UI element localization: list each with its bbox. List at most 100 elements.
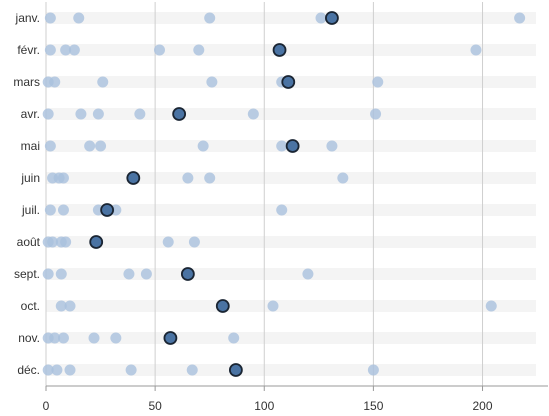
- background-dot: [182, 172, 194, 184]
- row-band: [46, 300, 536, 312]
- row-band: [46, 268, 536, 280]
- x-tick-label: 200: [473, 399, 493, 413]
- background-dot: [88, 332, 100, 344]
- highlight-dot: [272, 43, 287, 57]
- row-band: [46, 44, 536, 56]
- highlight-dot: [172, 107, 187, 121]
- background-dot: [97, 76, 109, 88]
- highlight-dot: [281, 75, 296, 89]
- background-dot: [57, 332, 69, 344]
- background-dot: [267, 300, 279, 312]
- background-dot: [44, 140, 56, 152]
- row-band: [46, 364, 536, 376]
- background-dot: [370, 108, 382, 120]
- background-dot: [276, 140, 288, 152]
- background-dot: [110, 332, 122, 344]
- background-dot: [60, 236, 72, 248]
- background-dot: [206, 76, 218, 88]
- background-dot: [55, 268, 67, 280]
- x-tick-labels: 0 50 100 150 200: [43, 386, 493, 413]
- row-band: [46, 108, 536, 120]
- background-dot: [514, 12, 526, 24]
- month-label: août: [17, 235, 41, 249]
- row-band: [46, 204, 536, 216]
- background-dot: [372, 76, 384, 88]
- month-label: nov.: [18, 331, 40, 345]
- month-label: déc.: [17, 363, 40, 377]
- highlight-dots: [89, 11, 339, 377]
- background-dot: [49, 332, 61, 344]
- x-tick-label: 50: [148, 399, 162, 413]
- row-bands: [46, 12, 536, 376]
- background-dot: [367, 364, 379, 376]
- highlight-dot: [285, 139, 300, 153]
- background-dot: [51, 364, 63, 376]
- background-dot: [162, 236, 174, 248]
- background-dot: [204, 12, 216, 24]
- background-dot: [64, 364, 76, 376]
- month-label: mars: [13, 75, 40, 89]
- background-dot: [84, 140, 96, 152]
- background-dot: [197, 140, 209, 152]
- background-dot: [247, 108, 259, 120]
- highlight-dot: [126, 171, 141, 185]
- highlight-dot: [228, 363, 243, 377]
- month-labels: janv. févr. mars avr. mai juin juil. août sept. o…: [13, 11, 40, 377]
- background-dot: [44, 204, 56, 216]
- month-label: mai: [21, 139, 40, 153]
- background-dot: [153, 44, 165, 56]
- x-tick-label: 0: [43, 399, 50, 413]
- x-tick-label: 100: [254, 399, 274, 413]
- month-label: févr.: [17, 43, 40, 57]
- background-dot: [49, 76, 61, 88]
- background-dot: [75, 108, 87, 120]
- background-dot: [204, 172, 216, 184]
- vertical-gridlines: [45, 2, 484, 386]
- background-dot: [337, 172, 349, 184]
- background-dot: [134, 108, 146, 120]
- month-label: avr.: [21, 107, 40, 121]
- background-dot: [64, 300, 76, 312]
- background-dot: [42, 108, 54, 120]
- background-dot: [44, 12, 56, 24]
- highlight-dot: [89, 235, 104, 249]
- background-dot: [60, 44, 72, 56]
- month-label: janv.: [15, 11, 40, 25]
- background-dot: [485, 300, 497, 312]
- highlight-dot: [180, 267, 195, 281]
- background-dot: [57, 172, 69, 184]
- row-band: [46, 236, 536, 248]
- background-dot: [42, 364, 54, 376]
- background-dot: [315, 12, 327, 24]
- background-dots: [42, 12, 526, 376]
- month-label: juil.: [21, 203, 40, 217]
- highlight-dot: [163, 331, 178, 345]
- highlight-dot: [215, 299, 230, 313]
- row-band: [46, 12, 536, 24]
- background-dot: [42, 268, 54, 280]
- background-dot: [188, 236, 200, 248]
- background-dot: [302, 268, 314, 280]
- row-band: [46, 172, 536, 184]
- month-label: oct.: [21, 299, 40, 313]
- background-dot: [276, 204, 288, 216]
- background-dot: [68, 44, 80, 56]
- background-dot: [95, 140, 107, 152]
- background-dot: [57, 204, 69, 216]
- background-dot: [92, 108, 104, 120]
- month-label: juin: [20, 171, 40, 185]
- background-dot: [470, 44, 482, 56]
- background-dot: [326, 140, 338, 152]
- background-dot: [73, 12, 85, 24]
- x-tick-label: 150: [363, 399, 383, 413]
- highlight-dot: [325, 11, 339, 25]
- background-dot: [55, 300, 67, 312]
- background-dot: [123, 268, 135, 280]
- highlight-dot: [100, 203, 115, 217]
- background-dot: [125, 364, 137, 376]
- background-dot: [44, 44, 56, 56]
- month-label: sept.: [14, 267, 40, 281]
- background-dot: [47, 236, 59, 248]
- background-dot: [186, 364, 198, 376]
